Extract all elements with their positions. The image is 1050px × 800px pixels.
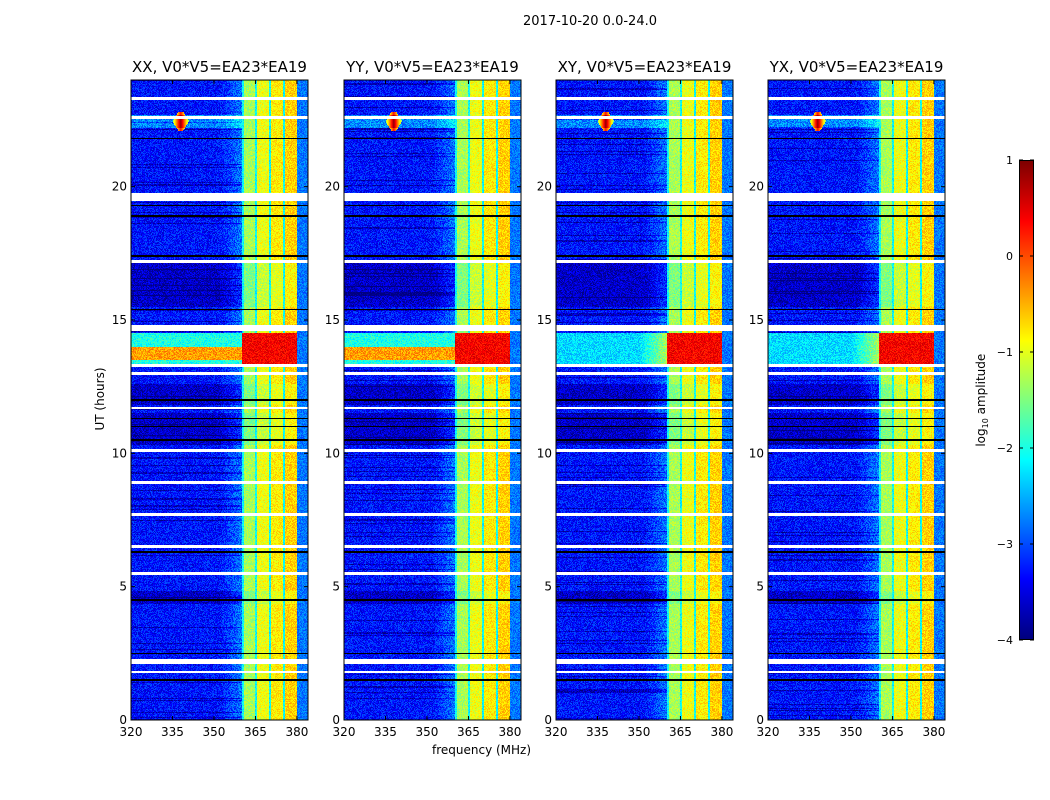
colorbar-tick-label: −4 [997,634,1013,647]
y-tick-label: 5 [756,580,764,594]
waterfall-heatmap-yx [768,80,945,720]
x-tick-label: 335 [374,725,397,739]
waterfall-heatmap-xy [556,80,733,720]
x-tick-label: 350 [416,725,439,739]
x-tick-label: 320 [757,725,780,739]
y-tick-label: 10 [325,446,340,460]
x-tick-label: 320 [545,725,568,739]
y-tick-label: 15 [112,313,127,327]
panel-title-yy: YY, V0*V5=EA23*EA19 [346,58,519,76]
y-tick-label: 10 [112,446,127,460]
colorbar [1019,160,1034,640]
colorbar-tick-label: 1 [1006,154,1013,167]
colorbar-tick-label: −1 [997,346,1013,359]
panel-title-xy: XY, V0*V5=EA23*EA19 [557,58,732,76]
y-tick-label: 10 [749,446,764,460]
x-tick-label: 380 [710,725,733,739]
x-tick-label: 335 [161,725,184,739]
y-tick-label: 20 [749,180,764,194]
x-tick-label: 350 [203,725,226,739]
x-tick-label: 320 [120,725,143,739]
colorbar-tick-label: 0 [1006,250,1013,263]
y-tick-label: 15 [537,313,552,327]
waterfall-heatmap-xx [131,80,308,720]
x-tick-label: 380 [285,725,308,739]
y-tick-label: 0 [119,713,127,727]
panel-frame [767,79,946,721]
x-tick-label: 365 [244,725,267,739]
y-tick-label: 20 [537,180,552,194]
x-tick-label: 380 [498,725,521,739]
y-tick-label: 10 [537,446,552,460]
panel-frame [130,79,309,721]
panel-title-xx: XX, V0*V5=EA23*EA19 [132,58,307,76]
y-tick-label: 0 [544,713,552,727]
figure-title: 2017-10-20 0.0-24.0 [523,14,657,29]
y-tick-label: 15 [749,313,764,327]
x-tick-label: 365 [457,725,480,739]
x-tick-label: 335 [798,725,821,739]
y-tick-label: 20 [325,180,340,194]
y-tick-label: 5 [544,580,552,594]
y-tick-label: 5 [119,580,127,594]
panel-frame [555,79,734,721]
colorbar-tick-label: −3 [997,538,1013,551]
panel-title-yx: YX, V0*V5=EA23*EA19 [769,58,944,76]
x-tick-label: 380 [922,725,945,739]
y-tick-label: 0 [332,713,340,727]
y-tick-label: 15 [325,313,340,327]
x-axis-label: frequency (MHz) [432,743,532,757]
waterfall-heatmap-yy [344,80,521,720]
x-tick-label: 320 [333,725,356,739]
colorbar-tick-label: −2 [997,442,1013,455]
x-tick-label: 350 [628,725,651,739]
panel-frame [343,79,522,721]
x-tick-label: 365 [669,725,692,739]
x-tick-label: 350 [840,725,863,739]
y-tick-label: 20 [112,180,127,194]
x-tick-label: 335 [586,725,609,739]
y-tick-label: 5 [332,580,340,594]
x-tick-label: 365 [881,725,904,739]
y-tick-label: 0 [756,713,764,727]
